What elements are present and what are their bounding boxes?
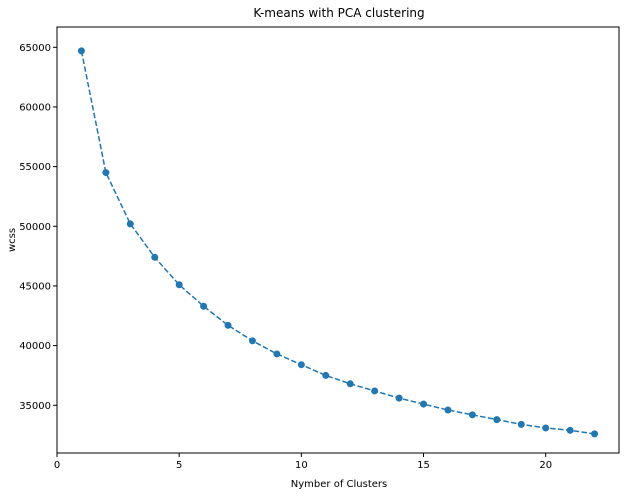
y-tick-label: 45000 [19,281,51,292]
chart-title: K-means with PCA clustering [253,6,424,20]
x-axis-title: Nymber of Clusters [291,479,387,490]
data-point [273,350,281,358]
data-point [591,430,599,438]
y-tick-label: 65000 [19,43,51,54]
x-tick-label: 5 [176,460,182,471]
data-point [126,220,134,228]
data-point [493,416,501,424]
data-point [102,169,110,177]
series-group [77,47,599,438]
data-point [542,424,550,432]
data-point [517,420,525,428]
data-point [322,371,330,379]
series-line [80,50,595,435]
y-axis-title: wcss [7,228,18,252]
x-tick-label: 20 [539,460,552,471]
data-point [420,400,428,408]
data-point [566,426,574,434]
ticks: 0 5 10 15 20 35000 40000 45000 50000 55000 60000 65… [19,43,552,471]
x-tick-label: 10 [295,460,308,471]
data-point [444,406,452,414]
data-point [468,411,476,419]
data-point [371,387,379,395]
data-point [151,253,159,261]
x-tick-label: 15 [417,460,430,471]
data-point [248,337,256,345]
y-tick-label: 50000 [19,222,51,233]
data-point [346,380,354,388]
y-tick-label: 55000 [19,162,51,173]
y-tick-label: 35000 [19,401,51,412]
data-point [200,302,208,310]
data-point [395,394,403,402]
data-point [77,47,85,55]
y-tick-label: 40000 [19,341,51,352]
data-point [224,321,232,329]
data-point [175,281,183,289]
data-point [297,361,305,369]
plot-frame [56,26,620,454]
y-tick-label: 60000 [19,102,51,113]
x-tick-label: 0 [54,460,60,471]
